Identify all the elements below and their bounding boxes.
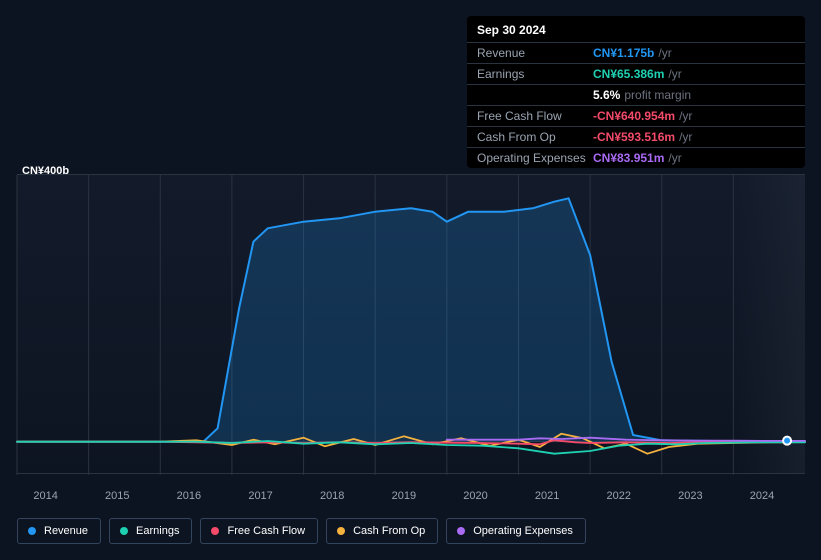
tooltip-margin-text: profit margin [624, 89, 691, 101]
x-axis-tick: 2020 [463, 490, 487, 502]
tooltip-row-unit: /yr [668, 152, 681, 164]
legend-label: Free Cash Flow [227, 525, 305, 537]
x-axis-tick: 2016 [177, 490, 201, 502]
legend: Revenue Earnings Free Cash Flow Cash From O… [17, 518, 586, 544]
legend-dot-icon [337, 527, 345, 535]
data-tooltip: Sep 30 2024 RevenueCN¥1.175b/yrEarningsC… [467, 16, 805, 168]
legend-dot-icon [457, 527, 465, 535]
tooltip-row-value: -CN¥640.954m [593, 110, 675, 122]
tooltip-date: Sep 30 2024 [467, 16, 805, 42]
tooltip-row-unit: /yr [679, 131, 692, 143]
legend-label: Operating Expenses [473, 525, 573, 537]
tooltip-row-value: -CN¥593.516m [593, 131, 675, 143]
legend-toggle-cash-from-op[interactable]: Cash From Op [326, 518, 438, 544]
legend-dot-icon [120, 527, 128, 535]
tooltip-row-value: CN¥1.175b [593, 47, 654, 59]
tooltip-row: Free Cash Flow-CN¥640.954m/yr [467, 105, 805, 126]
x-axis-tick: 2018 [320, 490, 344, 502]
legend-toggle-free-cash-flow[interactable]: Free Cash Flow [200, 518, 318, 544]
x-axis-tick: 2024 [750, 490, 774, 502]
chart-plot[interactable] [17, 174, 805, 474]
x-axis-tick: 2021 [535, 490, 559, 502]
legend-toggle-operating-expenses[interactable]: Operating Expenses [446, 518, 586, 544]
legend-dot-icon [211, 527, 219, 535]
tooltip-row-label: Free Cash Flow [477, 110, 593, 122]
tooltip-row: Operating ExpensesCN¥83.951m/yr [467, 147, 805, 168]
tooltip-row-unit: /yr [658, 47, 671, 59]
x-axis: 2014 2015 2016 2017 2018 2019 2020 2021 2022 2023… [17, 484, 805, 504]
x-axis-tick: 2017 [248, 490, 272, 502]
x-axis-tick: 2022 [606, 490, 630, 502]
x-axis-tick: 2023 [678, 490, 702, 502]
x-axis-tick: 2015 [105, 490, 129, 502]
legend-toggle-revenue[interactable]: Revenue [17, 518, 101, 544]
legend-dot-icon [28, 527, 36, 535]
tooltip-row: EarningsCN¥65.386m/yr [467, 63, 805, 84]
tooltip-row: RevenueCN¥1.175b/yr [467, 42, 805, 63]
tooltip-row-value: CN¥65.386m [593, 68, 664, 80]
tooltip-row-unit: /yr [668, 68, 681, 80]
chart-container: Sep 30 2024 RevenueCN¥1.175b/yrEarningsC… [0, 0, 821, 560]
tooltip-row-label: Earnings [477, 68, 593, 80]
tooltip-row-label: Revenue [477, 47, 593, 59]
tooltip-row: Cash From Op-CN¥593.516m/yr [467, 126, 805, 147]
tooltip-profit-margin: 5.6% profit margin [467, 84, 805, 105]
tooltip-margin-value: 5.6% [593, 89, 620, 101]
tooltip-row-value: CN¥83.951m [593, 152, 664, 164]
tooltip-row-label: Operating Expenses [477, 152, 593, 164]
tooltip-row-unit: /yr [679, 110, 692, 122]
legend-toggle-earnings[interactable]: Earnings [109, 518, 192, 544]
tooltip-row-label: Cash From Op [477, 131, 593, 143]
x-axis-tick: 2014 [33, 490, 57, 502]
x-axis-tick: 2019 [392, 490, 416, 502]
legend-label: Cash From Op [353, 525, 425, 537]
legend-label: Earnings [136, 525, 179, 537]
legend-label: Revenue [44, 525, 88, 537]
